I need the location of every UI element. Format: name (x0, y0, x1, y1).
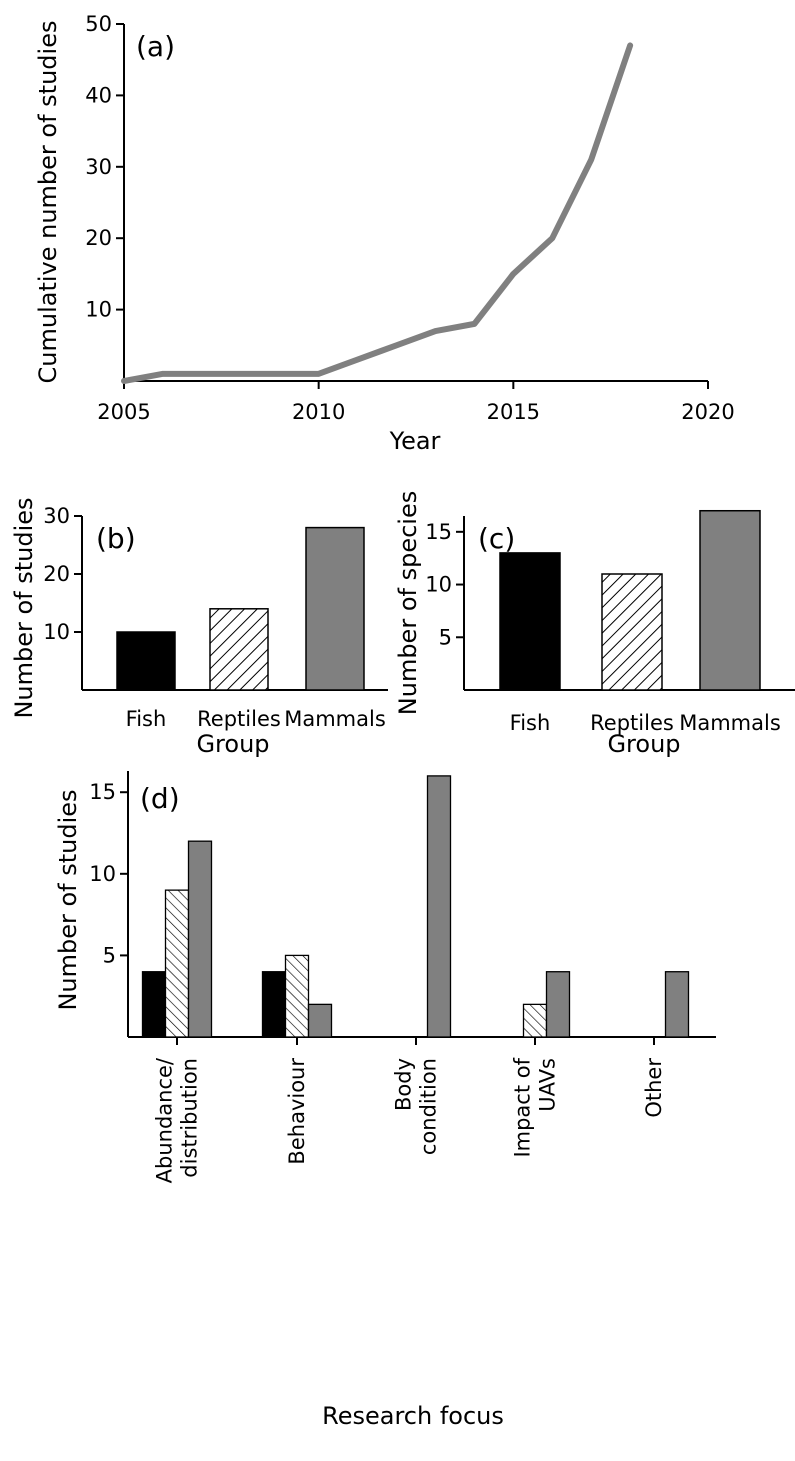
panel-d-category-label: Abundance/ (153, 1057, 177, 1183)
panel-a-y-tick-label: 40 (85, 83, 112, 107)
panel-d-bar (284, 954, 310, 1038)
panel-d-label: (d) (140, 782, 180, 815)
panel-c-category-label: Reptiles (590, 711, 674, 735)
panel-c-y-axis-label: Number of species (394, 491, 422, 715)
panel-d-bar (522, 1003, 548, 1038)
panel-d-y-tick-label: 10 (89, 862, 116, 886)
panel-c-bar (699, 509, 761, 691)
panel-b-category-label: Reptiles (197, 707, 281, 731)
panel-d-bar (164, 889, 190, 1038)
panel-d-y-tick-label: 5 (103, 943, 116, 967)
panel-b-y-tick-label: 20 (43, 562, 70, 586)
panel-d-bar (141, 971, 167, 1038)
panel-b-bar (305, 526, 365, 691)
panel-b-y-tick-label: 30 (43, 504, 70, 528)
panel-b-y-tick-label: 10 (43, 620, 70, 644)
panel-c-label: (c) (478, 522, 515, 555)
panel-a-x-tick-label: 2005 (97, 400, 150, 424)
panel-a-y-tick-label: 20 (85, 226, 112, 250)
panel-b-bar (116, 631, 176, 691)
panel-d-category-label: Impact of (511, 1057, 535, 1157)
panel-d-bar (261, 971, 287, 1038)
panel-d-bar (426, 775, 452, 1038)
panel-c-category-label: Fish (510, 711, 551, 735)
panel-b-bar (209, 608, 269, 691)
panel-a-x-tick-label: 2020 (681, 400, 734, 424)
panel-b-y-axis-label: Number of studies (10, 497, 38, 718)
panel-d-bar-chart: 5 10 15 Abundance/distribution Behaviour Bod… (54, 771, 716, 1430)
panel-d-category-label: Body (392, 1058, 416, 1111)
panel-a-y-axis-label: Cumulative number of studies (34, 21, 62, 384)
panel-a-y-tick-label: 10 (85, 298, 112, 322)
panel-d-y-axis-label: Number of studies (54, 789, 82, 1010)
panel-c-bar (499, 552, 561, 691)
panel-a-y-tick-label: 50 (85, 12, 112, 36)
panel-d-bar (545, 971, 571, 1038)
panel-d-category-label: Behaviour (285, 1058, 309, 1165)
panel-d-bar (664, 971, 690, 1038)
panel-a-x-tick-label: 2010 (292, 400, 345, 424)
panel-d-category-label: distribution (178, 1058, 202, 1178)
panel-c-bar-chart: 5 10 15 Fish Reptiles Mammals (c) Group Numb… (394, 491, 795, 758)
panel-d-category-label: condition (417, 1058, 441, 1155)
panel-d-bar (307, 1003, 333, 1038)
panel-d-y-tick-label: 15 (89, 780, 116, 804)
panel-b-x-axis-label: Group (196, 730, 269, 758)
panel-b-label: (b) (96, 522, 136, 555)
panel-d-x-axis-label: Research focus (322, 1402, 504, 1430)
panel-d-category-label: Other (642, 1058, 666, 1118)
panel-c-bar (601, 573, 663, 691)
panel-a-x-tick-label: 2015 (487, 400, 540, 424)
panel-c-y-tick-label: 10 (425, 573, 452, 597)
panel-c-x-axis-label: Group (607, 730, 680, 758)
panel-d-bar (187, 840, 213, 1038)
panel-c-category-label: Mammals (679, 711, 781, 735)
panel-a-y-tick-label: 30 (85, 155, 112, 179)
panel-a-series-line (121, 42, 634, 384)
panel-a-x-axis-label: Year (389, 427, 441, 455)
panel-c-y-tick-label: 15 (425, 520, 452, 544)
panel-b-category-label: Fish (126, 707, 167, 731)
panel-d-category-label: UAVs (536, 1058, 560, 1112)
panel-a-line-chart: 2005 2010 2015 2020 10 20 30 40 50 (a) Year Cumu… (34, 12, 735, 455)
panel-b-bar-chart: 10 20 30 Fish Reptiles Mammals (b) Group Num… (10, 497, 388, 758)
panel-c-y-tick-label: 5 (439, 625, 452, 649)
panel-a-label: (a) (136, 30, 175, 63)
panel-b-category-label: Mammals (284, 707, 386, 731)
